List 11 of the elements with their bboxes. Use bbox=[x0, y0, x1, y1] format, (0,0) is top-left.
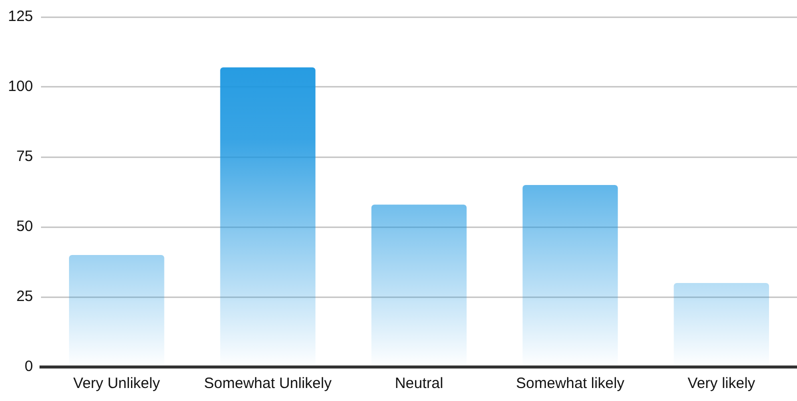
x-tick-label: Somewhat likely bbox=[516, 375, 625, 392]
y-tick-label: 0 bbox=[24, 358, 34, 376]
x-tick-label: Neutral bbox=[394, 375, 444, 392]
y-tick-label: 125 bbox=[8, 8, 34, 26]
x-tick-label: Somewhat Unlikely bbox=[204, 375, 332, 392]
y-tick-label: 100 bbox=[8, 78, 34, 96]
y-tick-label: 75 bbox=[16, 148, 34, 166]
y-tick-label: 25 bbox=[16, 288, 34, 306]
y-tick-label: 50 bbox=[16, 218, 34, 236]
x-tick-label: Very likely bbox=[688, 375, 756, 392]
x-tick-label: Very Unlikely bbox=[73, 375, 160, 392]
